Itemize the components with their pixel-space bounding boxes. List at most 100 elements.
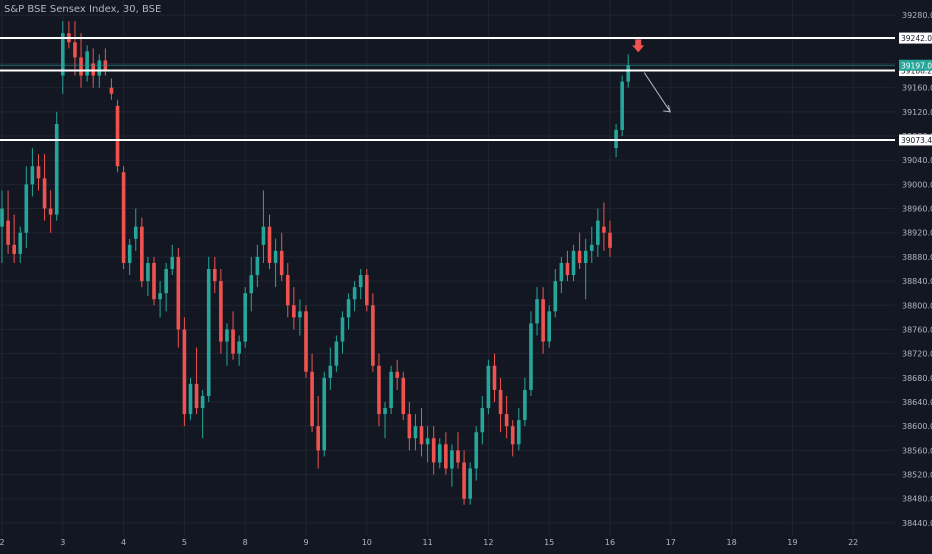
candle[interactable]: [510, 420, 515, 457]
candle[interactable]: [346, 293, 351, 330]
candle[interactable]: [225, 323, 229, 366]
candle[interactable]: [498, 377, 503, 433]
candle[interactable]: [352, 281, 357, 312]
candle[interactable]: [462, 450, 466, 505]
candle[interactable]: [389, 365, 393, 415]
candle[interactable]: [18, 226, 23, 263]
candle[interactable]: [602, 202, 606, 251]
candle[interactable]: [298, 299, 302, 336]
candle[interactable]: [73, 21, 77, 76]
candle[interactable]: [596, 208, 600, 257]
candle[interactable]: [310, 353, 314, 433]
candle[interactable]: [255, 244, 260, 288]
candle[interactable]: [577, 232, 582, 270]
price-axis[interactable]: 39280.0039240.0039200.0039160.0039120.00…: [895, 0, 932, 550]
candle[interactable]: [431, 426, 436, 475]
candle[interactable]: [36, 154, 41, 191]
candle[interactable]: [85, 45, 89, 82]
candle[interactable]: [152, 256, 156, 306]
candle[interactable]: [565, 250, 570, 282]
candle[interactable]: [237, 335, 241, 366]
candle[interactable]: [243, 287, 247, 348]
candle[interactable]: [559, 256, 564, 294]
horizontal-levels[interactable]: [0, 37, 895, 141]
candle[interactable]: [608, 220, 612, 257]
candle[interactable]: [589, 226, 594, 263]
candle[interactable]: [121, 166, 126, 270]
candle[interactable]: [91, 48, 95, 88]
candle[interactable]: [61, 21, 65, 94]
candle[interactable]: [206, 256, 211, 403]
annotations[interactable]: [632, 39, 671, 113]
candle[interactable]: [486, 359, 491, 415]
candle[interactable]: [79, 33, 83, 88]
candle[interactable]: [188, 377, 193, 421]
candle[interactable]: [182, 317, 187, 427]
candle[interactable]: [231, 311, 235, 360]
candle[interactable]: [571, 244, 576, 282]
candle[interactable]: [413, 414, 418, 451]
time-axis[interactable]: 2 3 4 5 8 9 10 11 12 15 16 17 18 19 22: [0, 538, 858, 547]
candle[interactable]: [480, 395, 485, 445]
candle[interactable]: [474, 426, 479, 481]
candle[interactable]: [401, 371, 406, 421]
candle[interactable]: [115, 99, 120, 173]
candle[interactable]: [456, 432, 460, 469]
candle[interactable]: [24, 166, 29, 248]
candle[interactable]: [267, 214, 272, 270]
candle[interactable]: [334, 335, 339, 372]
candle[interactable]: [6, 190, 10, 254]
candle[interactable]: [620, 75, 624, 137]
candle[interactable]: [30, 148, 35, 197]
candle[interactable]: [492, 353, 497, 403]
candle[interactable]: [444, 432, 448, 475]
candle[interactable]: [395, 359, 399, 390]
candle[interactable]: [140, 217, 144, 288]
candle[interactable]: [535, 287, 539, 336]
candle[interactable]: [383, 402, 387, 439]
candle[interactable]: [523, 377, 527, 427]
candle[interactable]: [292, 287, 296, 330]
candle[interactable]: [54, 111, 59, 221]
candle[interactable]: [371, 293, 375, 372]
arrow-down-marker-icon[interactable]: [632, 39, 645, 53]
candle[interactable]: [133, 208, 138, 251]
candle[interactable]: [158, 281, 162, 318]
candle[interactable]: [273, 238, 278, 288]
candle[interactable]: [340, 311, 345, 354]
candle[interactable]: [146, 256, 150, 297]
candle[interactable]: [316, 395, 320, 469]
candle[interactable]: [0, 190, 4, 263]
candle[interactable]: [164, 262, 168, 312]
candle[interactable]: [419, 408, 424, 457]
candle[interactable]: [517, 408, 521, 451]
candle[interactable]: [200, 389, 205, 439]
candle[interactable]: [541, 287, 545, 354]
candle[interactable]: [547, 305, 551, 348]
candle[interactable]: [170, 244, 175, 276]
projection-arrow-line[interactable]: [643, 72, 671, 113]
candle[interactable]: [279, 232, 284, 282]
candle[interactable]: [249, 256, 254, 312]
candle[interactable]: [194, 347, 199, 415]
candle[interactable]: [407, 402, 412, 451]
candle[interactable]: [42, 154, 47, 221]
candle[interactable]: [425, 426, 430, 463]
candle[interactable]: [176, 247, 181, 348]
candle[interactable]: [450, 444, 454, 487]
candle[interactable]: [358, 269, 363, 300]
candle[interactable]: [529, 311, 533, 396]
candle[interactable]: [504, 395, 509, 439]
candle[interactable]: [48, 190, 53, 233]
candle[interactable]: [437, 438, 442, 469]
candle[interactable]: [109, 78, 114, 100]
candle[interactable]: [322, 371, 327, 457]
candle[interactable]: [304, 305, 308, 378]
candle[interactable]: [12, 214, 16, 263]
candle[interactable]: [377, 353, 381, 427]
candle[interactable]: [468, 462, 472, 505]
candle[interactable]: [553, 269, 558, 318]
candle[interactable]: [285, 262, 290, 318]
